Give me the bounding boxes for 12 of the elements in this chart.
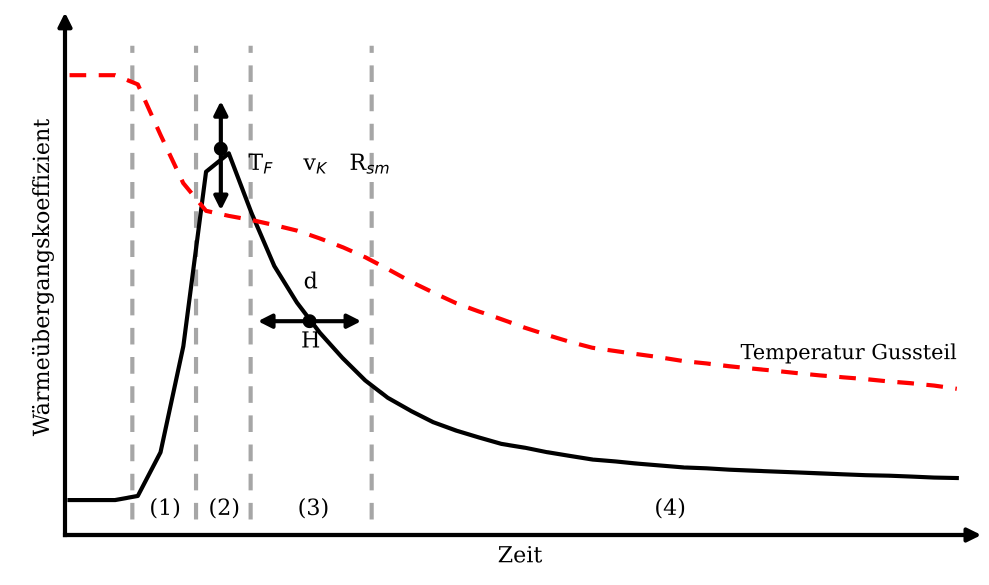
annotation: (2) — [210, 498, 238, 518]
annotation: H — [302, 331, 320, 348]
annotation: v$_{K}$ — [303, 158, 328, 174]
annotation: (1) — [151, 498, 180, 518]
annotation: (4) — [656, 498, 684, 518]
y-axis-title: Wärmeübergangskoeffizient — [32, 118, 54, 436]
annotation: T$_{F}$ — [248, 154, 272, 174]
series-label: Temperatur Gussteil — [740, 343, 956, 364]
annotation: (3) — [299, 498, 328, 518]
annotation: d — [304, 271, 318, 289]
annotation: R$_{sm}$ — [350, 154, 389, 174]
x-axis-title: Zeit — [498, 546, 542, 563]
